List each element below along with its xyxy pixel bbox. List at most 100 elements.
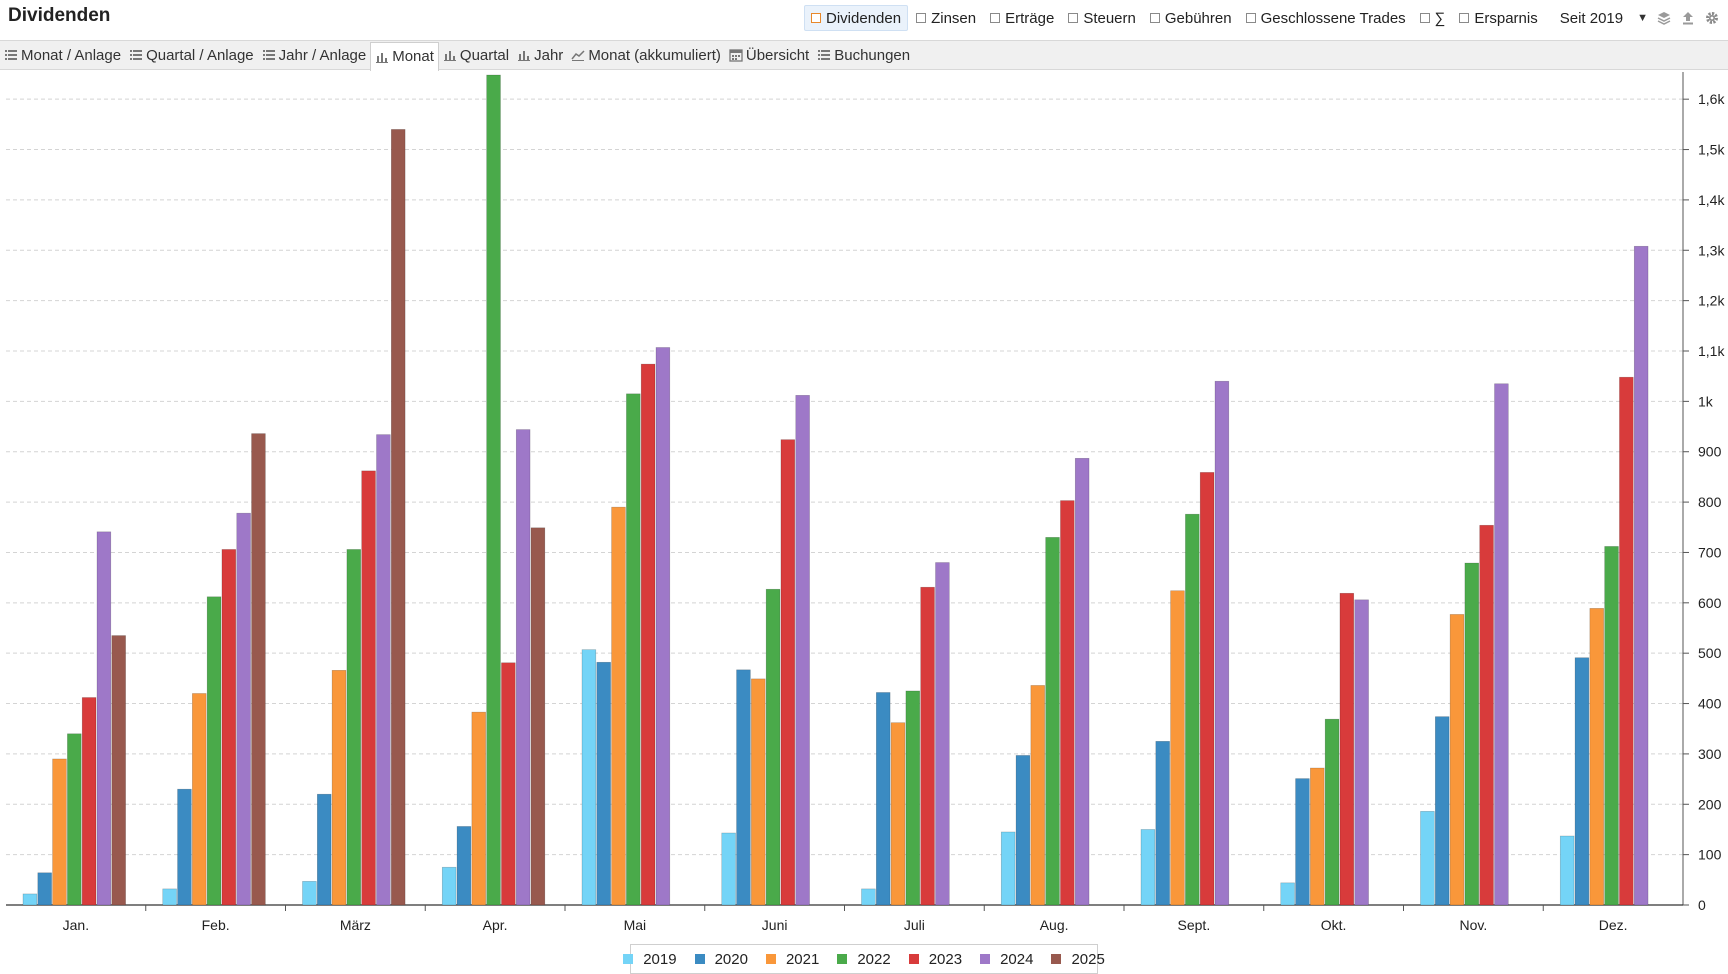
x-tick-label: Dez. [1599,917,1628,933]
x-tick-label: März [340,917,371,933]
tab-quartal[interactable]: Quartal [439,42,513,68]
bar-chart-icon [443,51,456,61]
legend-swatch [980,954,991,964]
filter-label: ∑ [1434,9,1446,27]
tab-label: Monat (akkumuliert) [588,46,721,64]
checkbox-icon [990,13,1001,23]
bar-2021-5 [751,678,766,906]
bar-2020-1 [177,788,192,906]
bar-2024-7 [1074,457,1090,906]
y-tick-label: 800 [1698,494,1722,510]
tab-uebersicht[interactable]: Übersicht [725,42,813,68]
layers-icon[interactable] [1656,10,1672,26]
legend-item-2019[interactable]: 2019 [623,951,677,968]
tab-label: Übersicht [745,46,810,64]
export-icon[interactable] [1680,10,1696,26]
period-select[interactable]: Seit 2019 [1559,9,1624,27]
tab-monat[interactable]: Monat [370,41,439,71]
bar-2025-0 [111,635,126,906]
bar-2022-5 [765,588,781,906]
legend-item-2023[interactable]: 2023 [908,950,963,968]
filter-label: Erträge [1005,9,1055,27]
bar-2024-5 [795,395,810,906]
y-tick-label: 0 [1698,897,1706,913]
x-tick-label: Mai [624,917,647,933]
bar-2020-9 [1295,778,1310,906]
filter-ertraege[interactable]: Erträge [984,6,1060,30]
x-tick-label: Nov. [1460,917,1488,933]
legend-label: 2024 [1000,950,1034,968]
bar-2020-7 [1015,755,1031,906]
bar-chart-icon [518,51,531,61]
bar-2019-10 [1420,811,1435,906]
legend-swatch [623,954,634,964]
y-tick-label: 1k [1698,393,1714,409]
list-icon [130,50,143,60]
bar-2019-6 [861,888,876,906]
checkbox-icon [1459,13,1470,23]
legend-item-2020[interactable]: 2020 [694,951,748,968]
filter-geschlossene-trades[interactable]: Geschlossene Trades [1240,6,1412,30]
filter-gebuehren[interactable]: Gebühren [1144,6,1238,30]
tab-monat-akkumuliert[interactable]: Monat (akkumuliert) [567,42,725,68]
dropdown-arrow-icon[interactable]: ▼ [1637,12,1648,24]
legend-swatch [837,954,848,964]
bar-2024-0 [96,531,112,906]
gear-icon[interactable] [1704,10,1720,26]
bar-2022-4 [626,393,641,906]
y-tick-label: 700 [1698,544,1722,560]
x-tick-label: Aug. [1040,917,1069,933]
bar-2025-3 [530,527,546,906]
bar-2022-11 [1604,546,1619,906]
y-tick-label: 600 [1698,595,1722,611]
tab-monat-anlage[interactable]: Monat / Anlage [0,42,125,68]
bar-2020-4 [596,661,611,906]
filter-steuern[interactable]: Steuern [1062,6,1142,30]
header: Dividenden Dividenden Zinsen Erträge Ste… [0,0,1728,38]
bar-2019-1 [162,888,177,906]
y-tick-label: 100 [1698,847,1722,863]
filter-zinsen[interactable]: Zinsen [910,6,982,30]
tab-jahr-anlage[interactable]: Jahr / Anlage [258,42,371,68]
dividend-bar-chart: 0 100 200 300 400 500 600 700 800 900 1k 1,1k 1,2k 1,… [6,72,1725,933]
tab-label: Quartal [459,46,510,64]
checkbox-icon [1149,13,1160,23]
tab-jahr[interactable]: Jahr [513,42,567,68]
bar-2020-0 [37,872,52,906]
bar-2024-1 [236,512,251,906]
x-tick-label: Feb. [202,917,230,933]
tab-buchungen[interactable]: Buchungen [813,42,914,68]
bar-2022-6 [905,690,921,906]
legend-label: 2023 [928,950,963,968]
bar-2019-8 [1140,829,1156,906]
chart-legend: 2019 2020 2021 2022 2023 2024 2025 [623,944,1105,974]
bar-2022-3 [486,74,501,906]
bar-2019-0 [22,893,38,906]
legend-item-2022[interactable]: 2022 [837,951,891,968]
legend-swatch [694,954,705,964]
legend-item-2025[interactable]: 2025 [1051,950,1105,968]
filter-sum[interactable]: ∑ [1414,6,1452,30]
filter-dividenden[interactable]: Dividenden [804,5,909,31]
bar-2022-0 [67,733,82,906]
bar-2024-4 [655,347,671,906]
bar-2023-5 [780,439,796,906]
legend-swatch [765,954,776,964]
legend-item-2024[interactable]: 2024 [980,951,1033,968]
bar-2025-1 [251,433,266,906]
tab-quartal-anlage[interactable]: Quartal / Anlage [125,42,258,68]
bar-2020-8 [1155,741,1170,906]
page-title: Dividenden [8,5,111,26]
filter-ersparnis[interactable]: Ersparnis [1453,6,1543,30]
list-icon [5,50,17,60]
bar-2023-6 [920,586,935,906]
y-tick-label: 900 [1698,444,1722,460]
bar-2021-9 [1310,767,1325,906]
legend-item-2021[interactable]: 2021 [765,951,819,968]
filter-label: Zinsen [931,9,977,27]
checkbox-icon [916,13,927,23]
bar-2022-8 [1185,513,1200,906]
tab-label: Jahr / Anlage [278,46,367,64]
legend-label: 2025 [1071,950,1105,968]
bar-2023-2 [361,470,376,906]
